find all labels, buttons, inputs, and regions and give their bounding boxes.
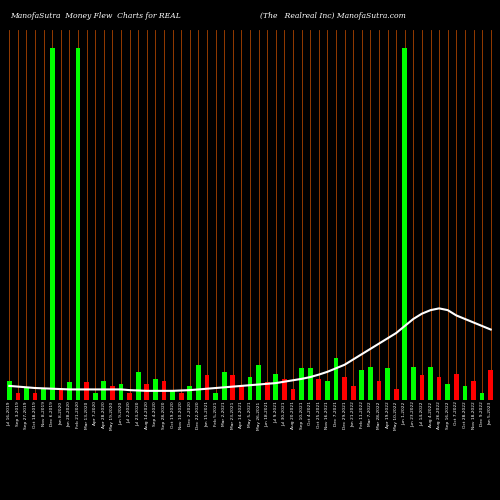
Bar	[454, 374, 458, 400]
Bar	[196, 365, 201, 400]
Bar	[360, 370, 364, 400]
Bar	[462, 386, 468, 400]
Bar	[188, 386, 192, 400]
Bar	[437, 377, 442, 400]
Bar	[239, 386, 244, 400]
Bar	[411, 366, 416, 400]
Bar	[136, 372, 140, 400]
Bar	[24, 388, 29, 400]
Bar	[67, 382, 72, 400]
Bar	[265, 382, 270, 400]
Bar	[368, 366, 372, 400]
Bar	[76, 48, 80, 400]
Bar	[7, 380, 12, 400]
Text: ManofaSutra  Money Flеw  Charts for REAL: ManofaSutra Money Flеw Charts for REAL	[10, 12, 181, 20]
Bar	[480, 393, 484, 400]
Bar	[230, 376, 235, 400]
Bar	[84, 382, 89, 400]
Bar	[385, 368, 390, 400]
Bar	[488, 370, 493, 400]
Bar	[282, 379, 286, 400]
Bar	[402, 48, 407, 400]
Bar	[204, 376, 210, 400]
Bar	[376, 380, 382, 400]
Bar	[290, 390, 296, 400]
Bar	[274, 374, 278, 400]
Bar	[325, 380, 330, 400]
Bar	[222, 372, 226, 400]
Bar	[144, 384, 149, 400]
Text: (The   Realreal Inc) ManofaSutra.com: (The Realreal Inc) ManofaSutra.com	[260, 12, 406, 20]
Bar	[93, 393, 98, 400]
Bar	[308, 368, 312, 400]
Bar	[248, 377, 252, 400]
Bar	[153, 379, 158, 400]
Bar	[128, 393, 132, 400]
Bar	[58, 390, 63, 400]
Bar	[170, 391, 175, 400]
Bar	[256, 365, 261, 400]
Bar	[32, 393, 38, 400]
Bar	[394, 390, 398, 400]
Bar	[334, 358, 338, 400]
Bar	[162, 380, 166, 400]
Bar	[50, 48, 54, 400]
Bar	[213, 393, 218, 400]
Bar	[351, 386, 356, 400]
Bar	[16, 393, 20, 400]
Bar	[428, 366, 433, 400]
Bar	[316, 379, 321, 400]
Bar	[102, 380, 106, 400]
Bar	[420, 376, 424, 400]
Bar	[471, 380, 476, 400]
Bar	[42, 390, 46, 400]
Bar	[179, 393, 184, 400]
Bar	[118, 384, 124, 400]
Bar	[446, 384, 450, 400]
Bar	[110, 386, 115, 400]
Bar	[299, 368, 304, 400]
Bar	[342, 377, 347, 400]
